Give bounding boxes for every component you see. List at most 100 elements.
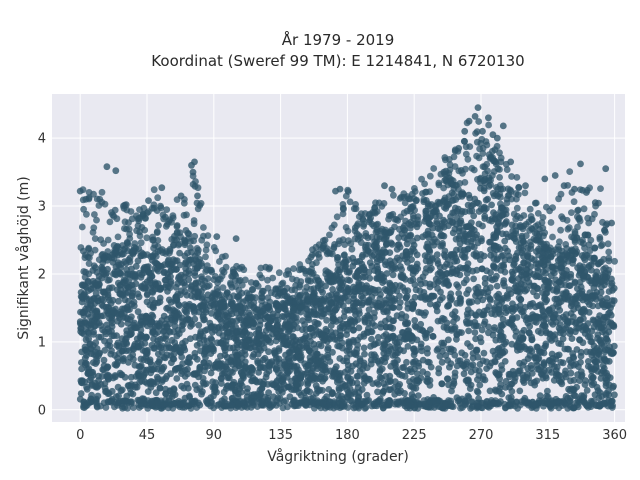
data-point <box>199 312 207 319</box>
data-point <box>469 267 477 275</box>
data-point <box>343 331 350 338</box>
data-point <box>480 349 488 357</box>
data-point <box>424 244 432 252</box>
data-point <box>406 365 414 373</box>
data-point <box>142 333 150 341</box>
data-point <box>258 294 266 302</box>
data-point <box>210 244 218 251</box>
data-point <box>265 348 272 356</box>
data-point <box>219 267 226 274</box>
data-point <box>449 219 457 227</box>
data-point <box>609 349 617 356</box>
data-point <box>307 338 314 345</box>
data-point <box>604 240 612 248</box>
data-point <box>489 347 497 355</box>
data-point <box>164 304 172 312</box>
data-point <box>478 326 486 334</box>
data-point <box>218 375 225 382</box>
data-point <box>570 376 578 384</box>
data-point <box>589 294 597 302</box>
data-point <box>389 287 397 294</box>
data-point <box>202 380 210 387</box>
data-point <box>435 365 443 373</box>
data-point <box>273 358 280 365</box>
data-point <box>332 306 339 314</box>
data-point <box>100 356 108 364</box>
data-point <box>361 243 369 251</box>
data-point <box>314 277 322 284</box>
data-point <box>498 332 505 340</box>
data-point <box>368 252 376 260</box>
data-point <box>137 313 144 321</box>
data-point <box>232 283 240 290</box>
data-point <box>151 299 159 307</box>
data-point <box>98 251 106 259</box>
data-point <box>127 331 134 338</box>
data-point <box>375 274 383 282</box>
data-point <box>470 275 477 283</box>
data-point <box>115 279 122 287</box>
data-point <box>434 301 442 308</box>
data-point <box>188 321 196 328</box>
data-point <box>125 256 133 264</box>
data-point <box>135 217 143 225</box>
data-point <box>558 268 566 276</box>
data-point <box>219 332 227 339</box>
data-point <box>370 222 378 230</box>
data-point <box>191 370 198 378</box>
data-point <box>85 189 93 196</box>
data-point <box>380 339 388 347</box>
data-point <box>595 324 602 331</box>
data-point <box>185 276 193 284</box>
data-point <box>475 372 483 379</box>
data-point <box>363 391 371 399</box>
data-point <box>141 226 149 234</box>
data-point <box>355 324 363 332</box>
data-point <box>81 343 89 351</box>
data-point <box>339 260 347 267</box>
data-point <box>567 302 575 310</box>
data-point <box>516 387 524 395</box>
data-point <box>463 320 471 327</box>
data-point <box>553 288 560 295</box>
data-point <box>303 387 311 395</box>
data-point <box>501 268 509 276</box>
data-point <box>299 326 306 334</box>
data-point <box>356 310 363 317</box>
data-point <box>571 236 579 244</box>
data-point <box>177 364 184 371</box>
data-point <box>167 273 174 280</box>
data-point <box>167 352 175 359</box>
data-point <box>441 253 449 261</box>
data-point <box>143 234 151 242</box>
data-point <box>593 352 600 359</box>
data-point <box>345 340 353 348</box>
data-point <box>222 309 230 316</box>
data-point <box>572 360 580 368</box>
data-point <box>173 375 181 382</box>
data-point <box>351 350 358 358</box>
data-point <box>319 242 327 250</box>
data-point <box>116 290 124 298</box>
data-point <box>534 344 542 351</box>
data-point <box>512 238 520 246</box>
data-point <box>250 320 258 328</box>
data-point <box>454 397 462 405</box>
data-point <box>517 296 525 304</box>
data-point <box>259 364 267 371</box>
data-point <box>191 353 199 361</box>
data-point <box>547 219 555 226</box>
data-point <box>358 386 366 393</box>
data-point <box>485 303 493 310</box>
data-point <box>231 277 239 284</box>
data-point <box>146 358 154 366</box>
data-point <box>478 311 486 319</box>
data-point <box>368 328 376 336</box>
data-point <box>587 236 595 244</box>
data-point <box>182 337 189 345</box>
data-point <box>137 274 145 281</box>
data-point <box>173 332 181 340</box>
data-point <box>531 256 538 264</box>
data-point <box>445 301 452 309</box>
data-point <box>588 261 595 268</box>
